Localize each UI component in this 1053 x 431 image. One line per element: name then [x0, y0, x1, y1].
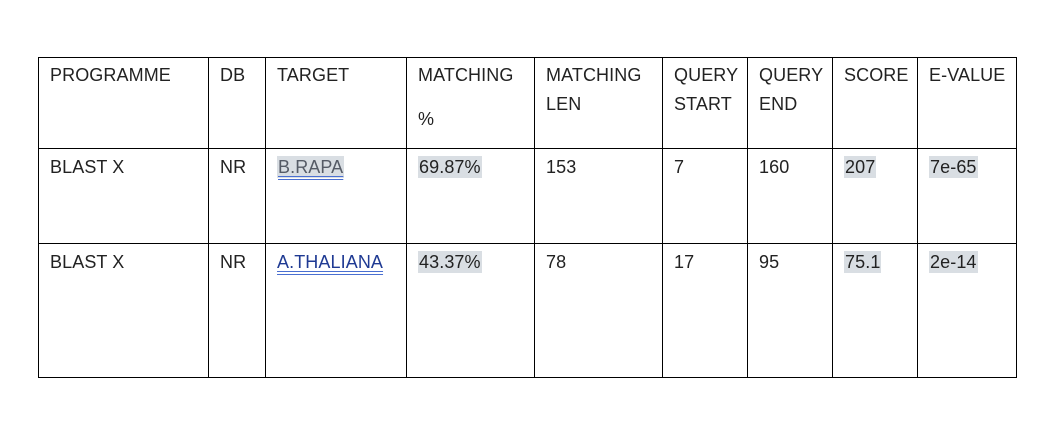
header-query-end: QUERY END: [747, 57, 833, 149]
db-value: NR: [220, 157, 247, 177]
header-label: LEN: [546, 94, 582, 114]
cell-matching-len: 153: [534, 148, 663, 244]
table-row: BLAST X NR B.RAPA 69.87% 153 7 160 207 7…: [38, 148, 1017, 244]
matching-pct-value: 69.87%: [418, 156, 482, 178]
header-matching-len: MATCHING LEN: [534, 57, 663, 149]
cell-matching-pct: 69.87%: [406, 148, 535, 244]
header-score: SCORE: [832, 57, 918, 149]
cell-e-value: 2e-14: [917, 243, 1017, 378]
header-e-value: E-VALUE: [917, 57, 1017, 149]
cell-db: NR: [208, 243, 266, 378]
blast-results-table: PROGRAMME DB TARGET MATCHING% MATCHING LE…: [38, 57, 1017, 378]
header-label: SCORE: [844, 65, 909, 85]
header-target: TARGET: [265, 57, 407, 149]
table-header-row: PROGRAMME DB TARGET MATCHING% MATCHING LE…: [38, 57, 1017, 149]
cell-matching-pct: 43.37%: [406, 243, 535, 378]
programme-value: BLAST X: [50, 157, 125, 177]
header-label: QUERY: [759, 65, 824, 85]
cell-query-start: 17: [662, 243, 748, 378]
cell-db: NR: [208, 148, 266, 244]
db-value: NR: [220, 252, 247, 272]
e-value-value: 2e-14: [929, 251, 978, 273]
header-label: START: [674, 94, 732, 114]
table-row: BLAST X NR A.THALIANA 43.37% 78 17 95 75…: [38, 243, 1017, 378]
cell-target: B.RAPA: [265, 148, 407, 244]
query-start-value: 7: [674, 157, 685, 177]
header-label: DB: [220, 65, 246, 85]
score-value: 75.1: [844, 251, 882, 273]
header-label: TARGET: [277, 65, 350, 85]
header-label: %: [418, 109, 435, 129]
query-end-value: 95: [759, 252, 780, 272]
header-programme: PROGRAMME: [38, 57, 209, 149]
e-value-value: 7e-65: [929, 156, 978, 178]
programme-value: BLAST X: [50, 252, 125, 272]
header-label: MATCHING: [546, 65, 642, 85]
cell-programme: BLAST X: [38, 148, 209, 244]
header-label: END: [759, 94, 798, 114]
header-query-start: QUERY START: [662, 57, 748, 149]
cell-score: 207: [832, 148, 918, 244]
cell-programme: BLAST X: [38, 243, 209, 378]
cell-target: A.THALIANA: [265, 243, 407, 378]
matching-len-value: 153: [546, 157, 577, 177]
score-value: 207: [844, 156, 877, 178]
query-start-value: 17: [674, 252, 695, 272]
cell-query-start: 7: [662, 148, 748, 244]
matching-len-value: 78: [546, 252, 567, 272]
cell-query-end: 95: [747, 243, 833, 378]
target-link[interactable]: A.THALIANA: [277, 252, 384, 272]
matching-pct-value: 43.37%: [418, 251, 482, 273]
header-label: QUERY: [674, 65, 739, 85]
query-end-value: 160: [759, 157, 790, 177]
cell-score: 75.1: [832, 243, 918, 378]
header-label: PROGRAMME: [50, 65, 171, 85]
header-label: E-VALUE: [929, 65, 1006, 85]
header-db: DB: [208, 57, 266, 149]
cell-matching-len: 78: [534, 243, 663, 378]
header-matching-pct: MATCHING%: [406, 57, 535, 149]
target-link[interactable]: B.RAPA: [277, 156, 345, 178]
cell-query-end: 160: [747, 148, 833, 244]
header-label: MATCHING: [418, 65, 514, 85]
cell-e-value: 7e-65: [917, 148, 1017, 244]
